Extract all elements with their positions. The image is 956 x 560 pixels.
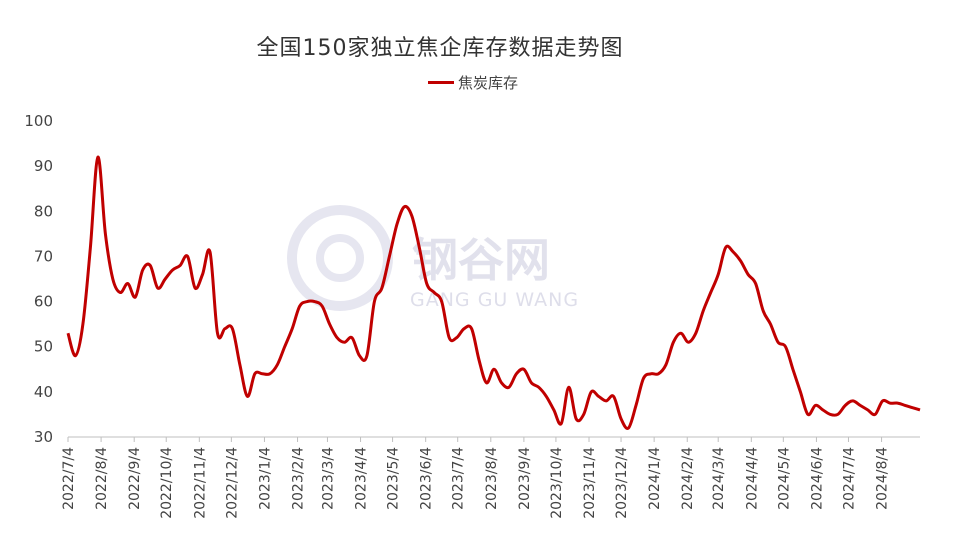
x-tick-label: 2022/12/4 — [224, 447, 240, 519]
y-axis: 30 40 50 60 70 80 90 100 — [24, 112, 53, 446]
y-tick-label: 100 — [24, 112, 53, 130]
y-tick-label: 80 — [34, 202, 53, 220]
x-tick-label: 2023/9/4 — [517, 447, 533, 510]
x-tick-label: 2023/3/4 — [320, 447, 336, 510]
x-tick-label: 2023/8/4 — [484, 447, 500, 510]
watermark-logo-icon — [287, 205, 393, 311]
watermark: 钢谷网 GANG GU WANG — [287, 205, 579, 311]
x-tick-label: 2024/7/4 — [841, 447, 857, 510]
x-tick-label: 2024/8/4 — [875, 447, 891, 510]
x-tick-label: 2023/4/4 — [354, 447, 370, 510]
x-tick-label: 2022/8/4 — [94, 447, 110, 510]
y-tick-label: 60 — [34, 293, 53, 311]
x-tick-label: 2024/5/4 — [776, 447, 792, 510]
x-tick-label: 2022/7/4 — [61, 447, 77, 510]
legend-label: 焦炭库存 — [458, 74, 519, 92]
x-tick-label: 2023/12/4 — [614, 447, 630, 519]
legend-swatch — [428, 81, 454, 84]
x-tick-label: 2024/2/4 — [680, 447, 696, 510]
x-tick-label: 2023/6/4 — [419, 447, 435, 510]
series-line-coke-inventory — [66, 155, 921, 430]
x-axis: 2022/7/4 2022/8/4 2022/9/4 2022/10/4 2022/11… — [61, 436, 920, 519]
y-tick-label: 70 — [34, 247, 53, 265]
x-tick-label: 2023/2/4 — [291, 447, 307, 510]
y-tick-label: 30 — [34, 428, 53, 446]
y-tick-label: 40 — [34, 383, 53, 401]
x-tick-label: 2024/1/4 — [647, 447, 663, 510]
x-tick-label: 2022/9/4 — [127, 447, 143, 510]
chart-title: 全国150家独立焦企库存数据走势图 — [256, 36, 624, 61]
x-tick-label: 2022/11/4 — [192, 447, 208, 519]
x-tick-label: 2023/1/4 — [257, 447, 273, 510]
x-tick-label: 2023/10/4 — [549, 447, 565, 519]
watermark-logo-inner — [316, 234, 364, 282]
y-tick-label: 50 — [34, 338, 53, 356]
watermark-text-cn: 钢谷网 — [412, 233, 550, 287]
x-tick-label: 2024/6/4 — [809, 447, 825, 510]
watermark-text-en: GANG GU WANG — [410, 289, 579, 311]
y-tick-label: 90 — [34, 157, 53, 175]
x-tick-label: 2023/7/4 — [451, 447, 467, 510]
x-tick-label: 2022/10/4 — [159, 447, 175, 519]
x-tick-label: 2023/5/4 — [386, 447, 402, 510]
series-group — [66, 155, 921, 430]
x-tick-label: 2024/3/4 — [711, 447, 727, 510]
x-tick-label: 2023/11/4 — [582, 447, 598, 519]
x-tick-label: 2024/4/4 — [744, 447, 760, 510]
legend: 焦炭库存 — [428, 72, 518, 93]
